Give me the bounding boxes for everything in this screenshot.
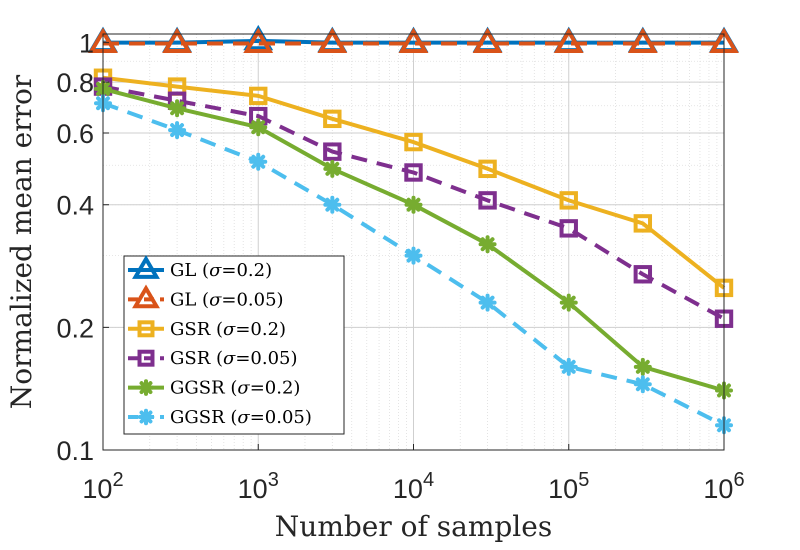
x-tick-label: 103	[238, 469, 279, 504]
series-4	[93, 77, 734, 328]
data-point	[633, 265, 653, 284]
legend-marker	[137, 320, 155, 338]
data-point	[559, 293, 578, 312]
legend-item: GL (σ=0.05)	[128, 284, 284, 310]
legend-marker	[132, 284, 160, 309]
data-point	[249, 86, 268, 106]
legend-label: GGSR (σ=0.2)	[170, 378, 300, 399]
data-point	[317, 27, 348, 53]
data-point	[162, 27, 192, 53]
data-point	[559, 219, 578, 238]
data-point	[478, 235, 497, 254]
data-point	[323, 109, 342, 129]
data-point	[633, 357, 652, 376]
data-point	[472, 27, 503, 53]
data-point	[398, 27, 429, 53]
series-layer	[88, 24, 739, 435]
data-point	[404, 132, 423, 152]
legend-label: GSR (σ=0.2)	[170, 319, 286, 340]
y-tick-label: 0.6	[56, 119, 94, 149]
x-tick-exponent: 3	[268, 469, 279, 491]
series-6	[94, 94, 733, 435]
data-point	[404, 163, 423, 182]
data-point	[249, 152, 268, 171]
data-point	[478, 293, 497, 312]
data-point	[559, 357, 578, 376]
legend-box	[123, 255, 345, 435]
legend-label: GL (σ=0.2)	[170, 260, 272, 281]
y-tick-label: 0.8	[56, 68, 94, 98]
legend-item: GGSR (σ=0.05)	[128, 407, 312, 428]
x-axis-ticks: 102 103 104 105 106	[82, 444, 745, 504]
x-axis-label: Number of samples	[275, 510, 552, 543]
y-tick-label: 0.4	[56, 191, 94, 221]
data-point	[633, 214, 653, 233]
legend-label: GSR (σ=0.05)	[170, 348, 298, 369]
legend-label: GL (σ=0.05)	[170, 289, 284, 310]
x-tick-label: 105	[548, 469, 589, 504]
data-point	[559, 191, 578, 210]
x-tick-exponent: 4	[423, 469, 434, 491]
data-point	[243, 27, 274, 53]
legend: GL (σ=0.2) GL (σ=0.05) GSR (σ=0.2) GSR (σ=0…	[123, 255, 345, 435]
series-line	[102, 84, 725, 321]
x-tick-label: 102	[82, 469, 123, 504]
legend-label: GGSR (σ=0.05)	[170, 407, 312, 428]
data-point	[168, 121, 187, 140]
data-point	[168, 99, 187, 118]
x-tick-label: 104	[393, 469, 434, 504]
data-point	[478, 159, 497, 179]
x-tick-exponent: 2	[112, 469, 123, 491]
data-point	[627, 27, 658, 53]
data-point	[323, 195, 342, 214]
data-point	[553, 27, 584, 53]
legend-item: GGSR (σ=0.2)	[128, 378, 300, 399]
x-tick-exponent: 5	[578, 469, 589, 491]
data-point	[404, 195, 423, 214]
legend-marker	[132, 255, 160, 279]
y-axis-label: Normalized mean error	[5, 74, 38, 409]
minor-grid	[103, 34, 724, 450]
legend-item: GSR (σ=0.05)	[128, 348, 298, 369]
y-tick-label: 1	[79, 29, 94, 59]
legend-marker	[137, 408, 155, 426]
y-tick-label: 0.1	[56, 436, 94, 466]
legend-marker	[137, 379, 155, 396]
legend-item: GSR (σ=0.2)	[128, 319, 286, 340]
data-point	[478, 191, 497, 210]
x-tick-label: 106	[703, 469, 744, 504]
x-tick-exponent: 6	[733, 469, 744, 491]
y-axis-ticks: 0.1 0.2 0.4 0.6 0.8 1	[56, 29, 109, 466]
series-line	[103, 38, 724, 45]
data-point	[404, 246, 423, 265]
legend-item: GL (σ=0.2)	[128, 255, 272, 281]
data-point	[249, 118, 268, 137]
series-line	[102, 75, 726, 290]
data-point	[323, 142, 342, 161]
y-tick-label: 0.2	[56, 313, 94, 343]
data-point	[633, 375, 652, 394]
legend-marker	[137, 349, 155, 367]
data-point	[323, 159, 342, 178]
